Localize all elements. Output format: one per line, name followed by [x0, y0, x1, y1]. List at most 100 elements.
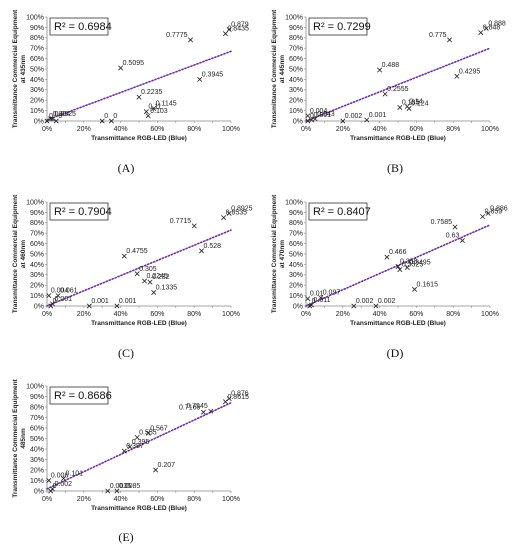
- y-axis-label-line: Transmittance Commercial Equipment: [12, 194, 19, 313]
- data-point: [459, 237, 465, 243]
- point-marker-stroke: [404, 265, 410, 271]
- data-point: [226, 26, 232, 32]
- point-marker-stroke: [397, 267, 403, 273]
- r2-box: [49, 202, 109, 221]
- y-tick-label: 20%: [30, 283, 44, 290]
- data-label: 0.8535: [226, 210, 248, 217]
- data-point: [153, 467, 159, 473]
- data-point: [118, 65, 124, 71]
- x-axis-label: Transmittance RGB-LED (Blue): [350, 135, 446, 142]
- data-point: [226, 210, 232, 216]
- y-axis-label-line: Transmittance Commercial Equipment: [12, 378, 19, 497]
- data-label: 0.061: [60, 288, 78, 295]
- y-tick-label: 60%: [289, 241, 303, 248]
- x-tick-label: 40%: [114, 496, 128, 503]
- data-label: 0.232: [152, 274, 170, 281]
- point-marker-stroke: [48, 116, 54, 122]
- data-label: 0.0085: [119, 483, 141, 490]
- data-label: 0.006: [51, 473, 69, 480]
- data-label: 0.103: [150, 108, 168, 115]
- y-tick-label: 40%: [30, 446, 44, 453]
- y-axis-label-line: Transmittance Commercial Equipment: [12, 9, 19, 128]
- data-point: [136, 94, 142, 100]
- data-label: 0.859: [485, 209, 503, 216]
- y-tick-label: 10%: [30, 108, 44, 115]
- r2-label: R² = 0.8686: [54, 390, 112, 402]
- data-point: [151, 289, 157, 295]
- point-marker-stroke: [309, 117, 315, 123]
- data-label: 0.886: [490, 205, 508, 212]
- x-tick-label: 40%: [114, 311, 128, 318]
- x-tick-label: 40%: [114, 126, 128, 133]
- chart-panel-d: 0%0% 10% 20% 20% 30% 40% 40% 50% 60% 60% 70% 80% 80%…: [271, 194, 508, 360]
- data-point: [208, 408, 214, 414]
- data-label: 0.387: [126, 443, 144, 450]
- data-label: 0.2235: [141, 89, 163, 96]
- data-point: [145, 430, 151, 436]
- data-label: 0.395: [132, 439, 150, 446]
- y-tick-label: 50%: [289, 251, 303, 258]
- point-marker-stroke: [222, 31, 228, 37]
- r2-label: R² = 0.6984: [54, 21, 112, 33]
- point-marker-stroke: [142, 278, 148, 284]
- point-marker-stroke: [221, 215, 227, 221]
- data-label: 0.3495: [409, 260, 431, 267]
- x-tick-label: 20%: [336, 311, 350, 318]
- data-point: [406, 106, 412, 112]
- data-point: [305, 113, 311, 119]
- data-point: [188, 37, 194, 43]
- y-tick-label: 100%: [26, 14, 44, 21]
- y-tick-label: 90%: [30, 210, 44, 217]
- data-label: 0.567: [150, 425, 168, 432]
- data-label: 0.63: [446, 232, 460, 239]
- data-point: [397, 104, 403, 110]
- point-marker-stroke: [61, 475, 67, 481]
- data-label: 0.1335: [156, 284, 178, 291]
- data-label: 0.0325: [55, 111, 77, 118]
- data-point: [46, 293, 52, 299]
- data-point: [191, 223, 197, 229]
- y-axis-label: Transmittance Commercial Equipment485nm: [12, 378, 27, 497]
- data-label: 0.305: [139, 266, 157, 273]
- y-tick-label: 30%: [289, 87, 303, 94]
- y-axis-label-line: at 470nm: [279, 240, 286, 268]
- data-point: [412, 286, 418, 292]
- x-tick-label: 80%: [446, 311, 460, 318]
- x-tick-label: 20%: [77, 311, 91, 318]
- y-tick-label: 40%: [289, 77, 303, 84]
- data-label: 0.4295: [459, 68, 481, 75]
- point-marker-stroke: [373, 303, 379, 309]
- x-axis-label: Transmittance RGB-LED (Blue): [91, 320, 187, 327]
- point-marker-stroke: [382, 91, 388, 97]
- y-tick-label: 90%: [289, 210, 303, 217]
- data-label: 0.4755: [126, 248, 148, 255]
- y-tick-label: 80%: [289, 220, 303, 227]
- data-label: 0.207: [158, 462, 176, 469]
- point-marker-stroke: [48, 488, 54, 494]
- y-tick-label: 60%: [30, 241, 44, 248]
- chart-panel-a: 0%0% 10% 20% 20% 30% 40% 40% 50% 60% 60% 70% 80% 80%…: [12, 9, 249, 175]
- y-tick-label: 20%: [289, 283, 303, 290]
- data-point: [151, 106, 157, 112]
- x-tick-label: 20%: [77, 126, 91, 133]
- data-point: [200, 409, 206, 415]
- point-marker-stroke: [136, 94, 142, 100]
- data-point: [114, 303, 120, 309]
- point-marker-stroke: [145, 113, 151, 119]
- point-marker-stroke: [46, 293, 52, 299]
- data-label: 0: [104, 113, 108, 120]
- data-point: [86, 303, 92, 309]
- data-point: [384, 254, 390, 260]
- data-label: 0.8925: [231, 205, 253, 212]
- data-point: [373, 303, 379, 309]
- point-marker-stroke: [397, 104, 403, 110]
- data-label: 0.001: [369, 112, 387, 119]
- data-label: 0.879: [231, 21, 249, 28]
- data-label: 0.7545: [186, 403, 208, 410]
- y-axis-label-line: Transmittance Commercial Equipment: [271, 194, 278, 313]
- x-tick-label: 0%: [301, 126, 311, 133]
- data-label: 0.004: [310, 108, 328, 115]
- y-tick-label: 30%: [30, 87, 44, 94]
- data-point: [307, 303, 313, 309]
